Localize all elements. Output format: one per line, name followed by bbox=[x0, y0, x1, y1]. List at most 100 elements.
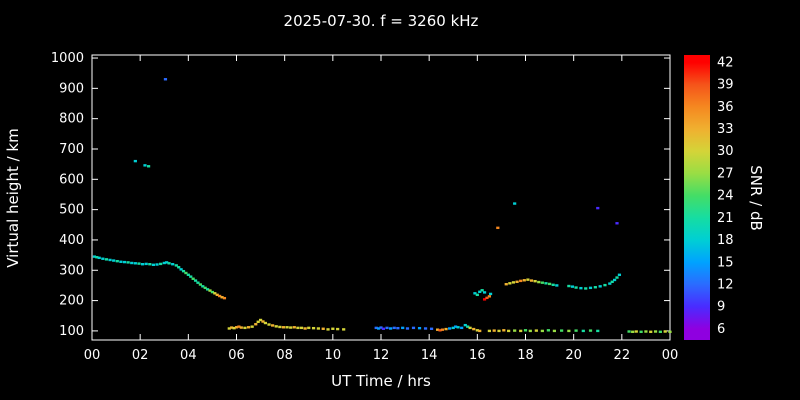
data-point bbox=[155, 263, 159, 266]
y-tick-label: 1000 bbox=[51, 51, 84, 66]
data-point bbox=[261, 320, 265, 323]
data-point bbox=[278, 325, 282, 329]
data-point bbox=[401, 326, 405, 330]
data-point bbox=[567, 329, 571, 333]
x-tick-label: 10 bbox=[325, 348, 342, 363]
data-point bbox=[463, 323, 467, 327]
data-point bbox=[560, 329, 564, 332]
data-point bbox=[610, 280, 614, 283]
data-point bbox=[159, 262, 163, 266]
data-point bbox=[285, 326, 289, 329]
data-point bbox=[504, 283, 508, 286]
data-point bbox=[162, 261, 166, 265]
data-point bbox=[551, 283, 555, 287]
data-point bbox=[133, 262, 137, 265]
data-point bbox=[218, 294, 222, 298]
data-point bbox=[208, 289, 212, 292]
data-point bbox=[177, 266, 181, 269]
y-tick-label: 700 bbox=[59, 142, 84, 157]
data-point bbox=[579, 286, 583, 290]
data-point bbox=[326, 328, 330, 331]
data-point bbox=[596, 206, 600, 210]
data-point bbox=[492, 329, 496, 332]
data-point bbox=[596, 329, 600, 333]
data-point bbox=[444, 327, 448, 331]
data-point bbox=[307, 326, 311, 330]
data-point bbox=[478, 290, 482, 293]
data-point bbox=[529, 279, 534, 282]
data-point bbox=[234, 326, 239, 329]
data-point bbox=[342, 328, 346, 331]
data-point bbox=[215, 293, 219, 297]
data-point bbox=[144, 262, 148, 266]
data-point bbox=[448, 327, 452, 330]
x-tick-label: 12 bbox=[373, 348, 390, 363]
data-point bbox=[507, 329, 511, 333]
data-point bbox=[112, 259, 116, 262]
data-point bbox=[243, 326, 247, 330]
colorbar-tick-label: 12 bbox=[717, 277, 734, 292]
colorbar-tick-label: 21 bbox=[717, 211, 734, 226]
data-point bbox=[122, 260, 127, 264]
data-point bbox=[423, 327, 428, 330]
data-point bbox=[292, 326, 296, 329]
data-point bbox=[438, 329, 442, 332]
data-point bbox=[258, 318, 263, 322]
data-point bbox=[303, 327, 307, 330]
data-point bbox=[649, 330, 653, 334]
data-point bbox=[631, 330, 635, 334]
data-point bbox=[299, 326, 304, 330]
data-point bbox=[336, 327, 340, 331]
data-point bbox=[485, 296, 489, 300]
data-point bbox=[191, 277, 195, 280]
x-axis-label: UT Time / hrs bbox=[331, 372, 431, 390]
data-point bbox=[92, 255, 97, 258]
data-point bbox=[140, 263, 145, 266]
data-point bbox=[567, 284, 571, 288]
data-point bbox=[497, 329, 501, 333]
data-point bbox=[126, 261, 130, 264]
data-point bbox=[574, 286, 578, 289]
data-point bbox=[174, 264, 178, 267]
y-tick-label: 900 bbox=[59, 81, 84, 96]
x-tick-label: 14 bbox=[421, 348, 438, 363]
y-tick-label: 300 bbox=[59, 263, 84, 278]
data-point bbox=[534, 329, 538, 332]
data-point bbox=[151, 263, 156, 267]
data-point bbox=[256, 320, 260, 324]
data-point bbox=[196, 281, 200, 284]
x-tick-label: 20 bbox=[565, 348, 582, 363]
data-point bbox=[552, 329, 556, 333]
data-point bbox=[237, 325, 241, 328]
data-point bbox=[321, 327, 325, 330]
colorbar-tick-label: 42 bbox=[717, 55, 734, 70]
data-point bbox=[232, 326, 236, 330]
data-point bbox=[296, 326, 300, 330]
data-point bbox=[468, 326, 472, 330]
data-point bbox=[615, 222, 619, 225]
colorbar-tick-label: 15 bbox=[717, 255, 734, 270]
data-point bbox=[385, 326, 389, 330]
colorbar-tick-label: 9 bbox=[717, 300, 725, 315]
data-point bbox=[456, 326, 460, 329]
y-tick-label: 400 bbox=[59, 233, 84, 248]
data-point bbox=[487, 329, 491, 333]
data-point bbox=[460, 326, 464, 330]
data-point bbox=[522, 279, 526, 282]
data-point bbox=[540, 329, 544, 333]
colorbar-tick-label: 36 bbox=[717, 100, 734, 115]
data-point bbox=[496, 226, 500, 230]
data-point bbox=[146, 165, 151, 168]
data-point bbox=[588, 329, 593, 332]
data-point bbox=[526, 278, 530, 281]
data-point bbox=[435, 328, 440, 331]
data-point bbox=[644, 330, 648, 333]
data-point bbox=[389, 327, 393, 330]
data-point bbox=[271, 324, 275, 327]
data-point bbox=[148, 263, 152, 266]
x-tick-label: 08 bbox=[276, 348, 293, 363]
data-point bbox=[143, 164, 147, 167]
